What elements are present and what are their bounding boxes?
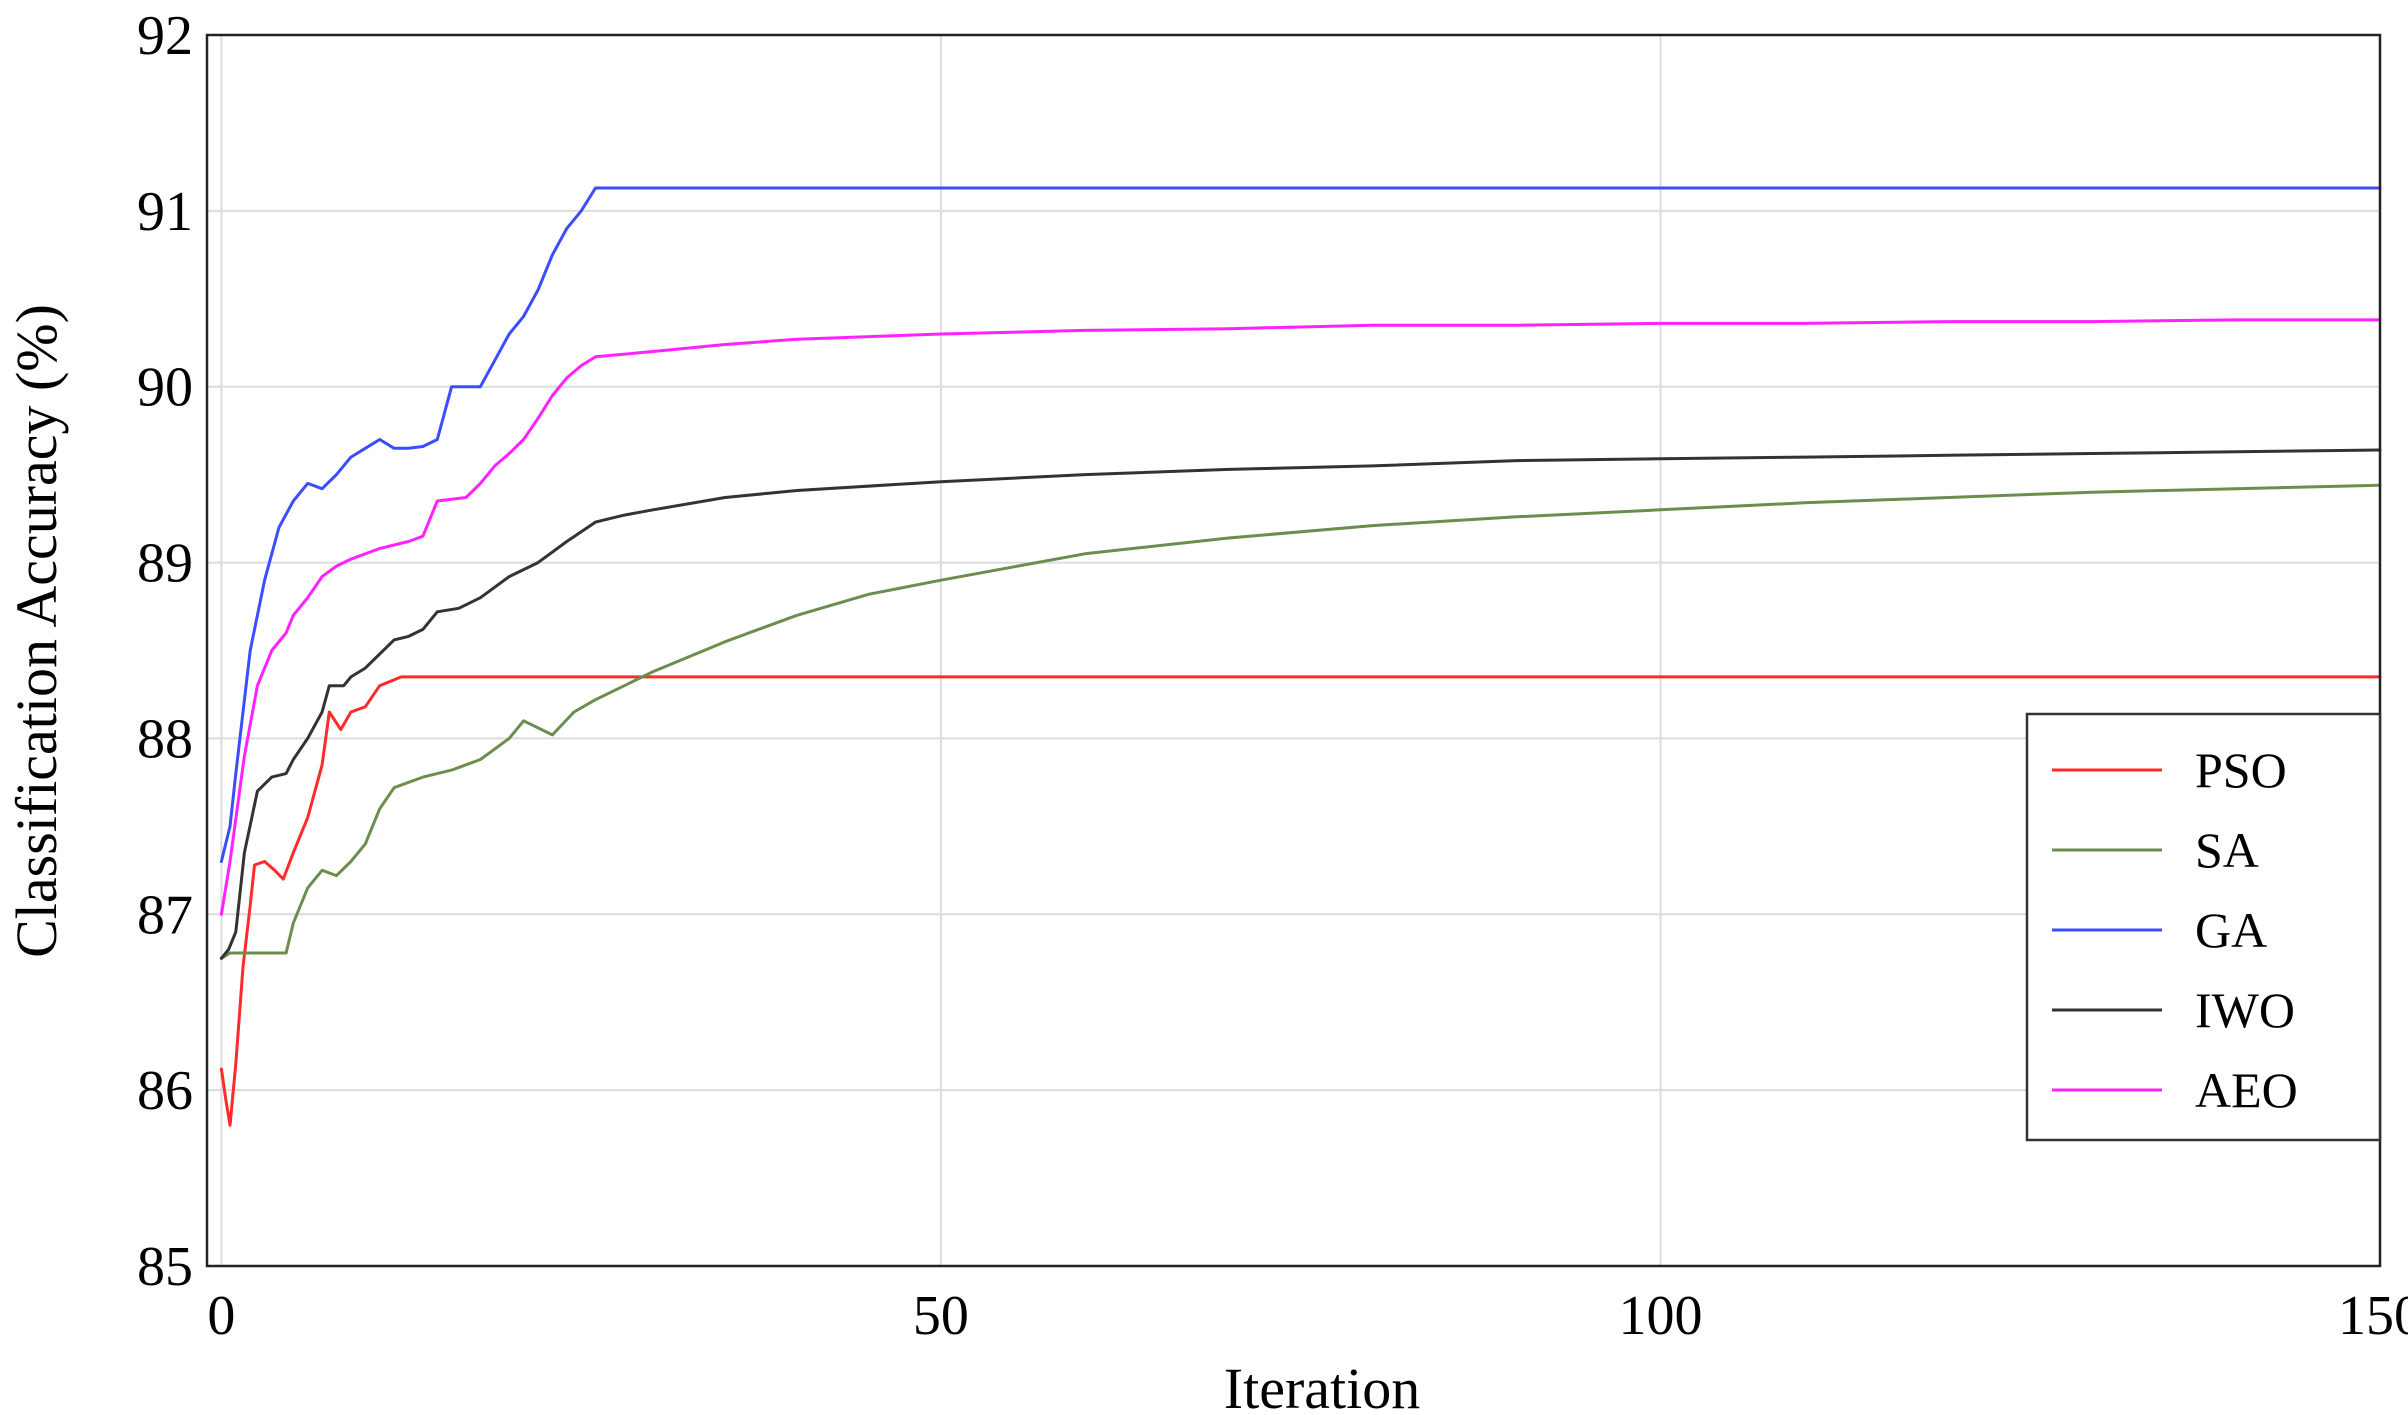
y-tick-label: 92 [137, 5, 193, 67]
y-tick-label: 86 [137, 1060, 193, 1122]
x-tick-label: 0 [207, 1285, 235, 1347]
legend-label-sa: SA [2195, 822, 2259, 878]
y-tick-label: 91 [137, 181, 193, 243]
legend-label-pso: PSO [2195, 742, 2287, 798]
x-axis-title: Iteration [1224, 1356, 1420, 1415]
legend-box [2025, 712, 2382, 1142]
x-tick-label: 150 [2338, 1285, 2408, 1347]
x-tick-label: 100 [1618, 1285, 1702, 1347]
y-tick-label: 85 [137, 1236, 193, 1298]
series-line-sa [219, 483, 2382, 960]
plot-frame [205, 33, 2382, 1268]
series-line-ga [219, 186, 2382, 863]
tick-labels: 85 86 87 88 89 90 91 92 0 50 100 150 [137, 5, 2408, 1347]
legend-label-ga: GA [2195, 902, 2267, 958]
y-tick-label: 88 [137, 708, 193, 770]
series-line-aeo [219, 318, 2382, 916]
series-line-pso [219, 675, 2382, 1127]
legend-label-iwo: IWO [2195, 982, 2295, 1038]
legend-label-aeo: AEO [2195, 1062, 2298, 1118]
y-tick-label: 90 [137, 357, 193, 419]
series-lines [219, 186, 2382, 1127]
legend-items: PSO SA GA IWO AEO [2052, 742, 2298, 1118]
y-tick-label: 87 [137, 884, 193, 946]
x-tick-label: 50 [913, 1285, 969, 1347]
legend: PSO SA GA IWO AEO [2025, 712, 2382, 1142]
y-axis-title: Classification Accuracy (%) [4, 304, 69, 958]
y-tick-label: 89 [137, 533, 193, 595]
series-line-iwo [219, 448, 2382, 960]
